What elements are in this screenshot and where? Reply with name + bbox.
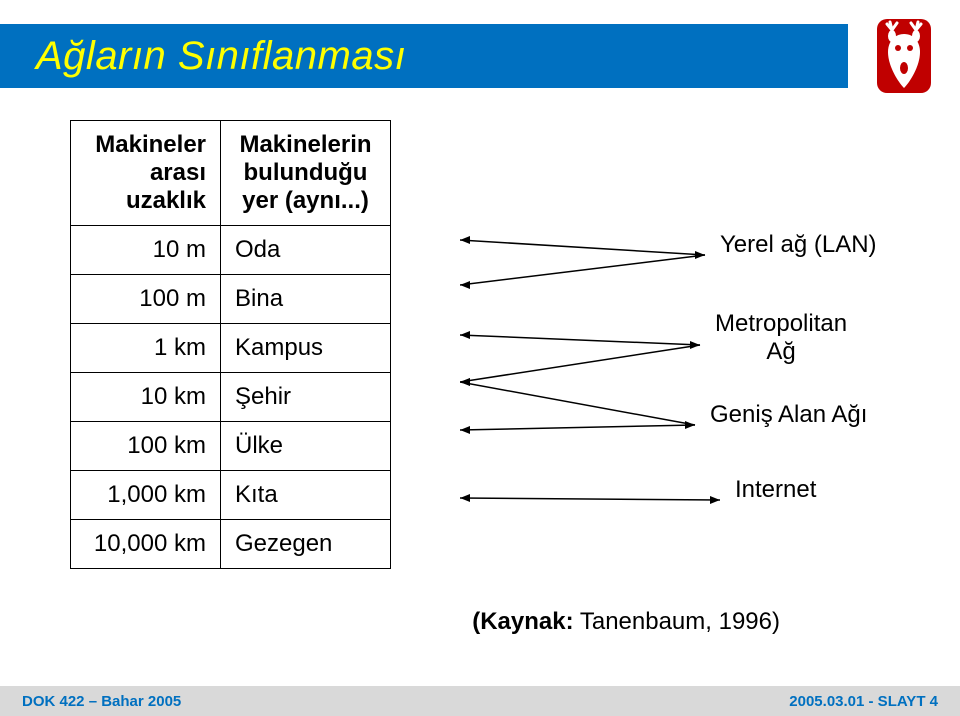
content-area: Makineler arası uzaklık Makinelerin bulu… — [60, 120, 900, 636]
footer-left: DOK 422 – Bahar 2005 — [22, 693, 181, 710]
table-row: 1,000 kmKıta — [71, 471, 391, 520]
source-citation: (Kaynak: Tanenbaum, 1996) — [472, 608, 780, 636]
cell-location: Şehir — [221, 373, 391, 422]
cell-location: Kıta — [221, 471, 391, 520]
table-row: 100 mBina — [71, 275, 391, 324]
network-type-label: Yerel ağ (LAN) — [720, 231, 877, 259]
header-location: Makinelerin bulunduğu yer (aynı...) — [221, 121, 391, 226]
table-row: 10 mOda — [71, 226, 391, 275]
cell-distance: 10 m — [71, 226, 221, 275]
cell-location: Ülke — [221, 422, 391, 471]
cell-location: Gezegen — [221, 520, 391, 569]
title-bar: Ağların Sınıflanması — [0, 24, 848, 88]
deer-logo-icon — [874, 16, 934, 96]
footer: DOK 422 – Bahar 2005 2005.03.01 - SLAYT … — [0, 686, 960, 716]
cell-location: Oda — [221, 226, 391, 275]
table-body: 10 mOda100 mBina1 kmKampus10 kmŞehir100 … — [71, 226, 391, 569]
slide: Ağların Sınıflanması Makineler arası uza… — [0, 0, 960, 716]
source-text: Tanenbaum, 1996) — [574, 608, 780, 635]
table-row: 10 kmŞehir — [71, 373, 391, 422]
cell-distance: 100 km — [71, 422, 221, 471]
footer-right: 2005.03.01 - SLAYT 4 — [789, 693, 938, 710]
logo — [868, 12, 940, 100]
table-row: 10,000 kmGezegen — [71, 520, 391, 569]
table-row: 1 kmKampus — [71, 324, 391, 373]
source-prefix: (Kaynak: — [472, 608, 573, 635]
cell-distance: 10 km — [71, 373, 221, 422]
cell-distance: 10,000 km — [71, 520, 221, 569]
table-row: 100 kmÜlke — [71, 422, 391, 471]
cell-location: Kampus — [221, 324, 391, 373]
cell-location: Bina — [221, 275, 391, 324]
header-distance: Makineler arası uzaklık — [71, 121, 221, 226]
network-diagram: Yerel ağ (LAN) MetropolitanAğ Geniş Alan A… — [460, 170, 900, 610]
network-type-label: Internet — [735, 476, 816, 504]
classification-table: Makineler arası uzaklık Makinelerin bulu… — [70, 120, 391, 569]
network-type-label: MetropolitanAğ — [715, 310, 847, 366]
cell-distance: 100 m — [71, 275, 221, 324]
cell-distance: 1 km — [71, 324, 221, 373]
slide-title: Ağların Sınıflanması — [36, 34, 406, 79]
network-type-label: Geniş Alan Ağı — [710, 401, 867, 429]
table-header-row: Makineler arası uzaklık Makinelerin bulu… — [71, 121, 391, 226]
cell-distance: 1,000 km — [71, 471, 221, 520]
